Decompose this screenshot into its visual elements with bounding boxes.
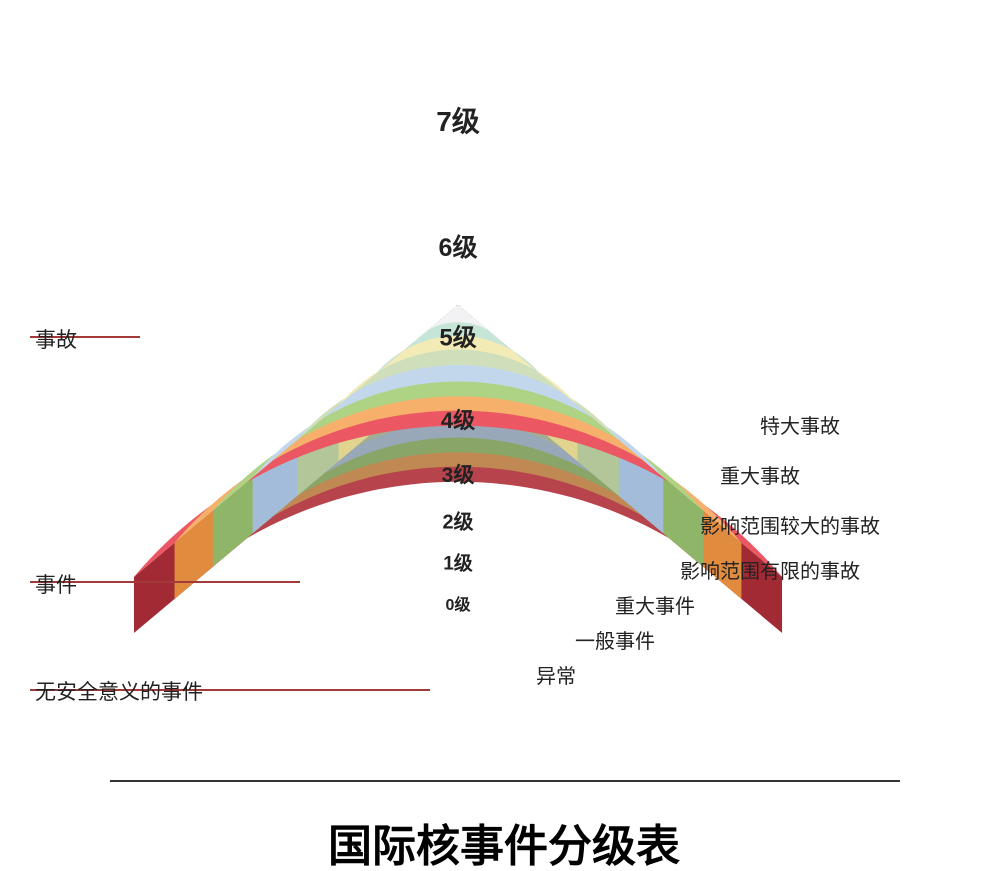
- right-desc-5: 一般事件: [575, 625, 655, 654]
- chart-title: 国际核事件分级表: [0, 810, 1008, 871]
- level-label-6: 6级: [439, 228, 478, 264]
- right-desc-3: 影响范围有限的事故: [680, 555, 860, 584]
- left-category-0: 事故: [35, 324, 77, 354]
- right-desc-4: 重大事件: [615, 590, 695, 619]
- title-divider: [110, 780, 900, 782]
- left-category-1: 事件: [35, 569, 77, 599]
- level-label-2: 2级: [442, 506, 473, 535]
- level-label-5: 5级: [439, 318, 476, 353]
- level-label-1: 1级: [443, 549, 473, 576]
- left-category-2: 无安全意义的事件: [35, 676, 203, 706]
- level-label-7: 7级: [436, 100, 480, 140]
- level-label-3: 3级: [442, 459, 475, 489]
- right-desc-1: 重大事故: [720, 460, 800, 489]
- right-desc-0: 特大事故: [760, 410, 840, 439]
- fan-chart-svg: [0, 0, 1008, 871]
- level-label-4: 4级: [441, 403, 475, 435]
- diagram-stage: 0级 1级 2级 3级 4级 5级 6级 7级特大事故重大事故影响范围较大的事故影响范围有限的…: [0, 0, 1008, 871]
- level-label-0: 0级: [446, 591, 471, 615]
- right-desc-2: 影响范围较大的事故: [700, 510, 880, 539]
- right-desc-6: 异常: [536, 660, 576, 689]
